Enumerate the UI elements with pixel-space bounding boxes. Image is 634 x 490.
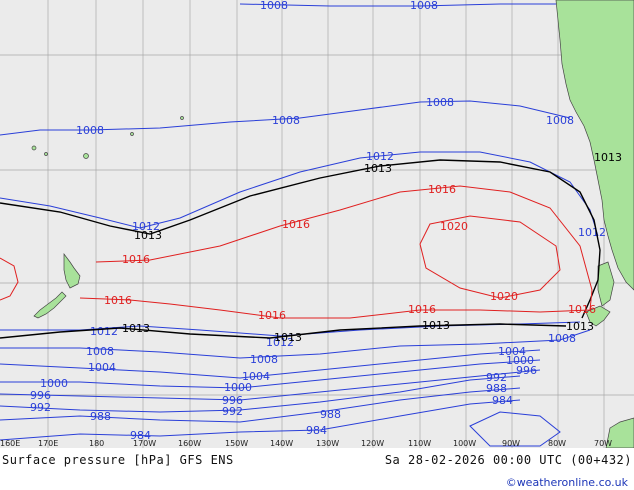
isobar-1000 [0, 359, 541, 389]
isobar-label: 1013 [122, 322, 150, 335]
isobar-label: 1013 [422, 319, 450, 332]
island-dot [44, 152, 48, 156]
isobar-label: 984 [492, 394, 513, 407]
isobar-label: 1012 [266, 336, 294, 349]
graticule [0, 0, 634, 448]
isobar-label: 1016 [408, 303, 436, 316]
lon-label: 120W [361, 439, 384, 448]
isobar-label: 1013 [594, 151, 622, 164]
isobar-label: 988 [320, 408, 341, 421]
isobar-984 [0, 399, 521, 441]
isobar-label: 1008 [260, 0, 288, 12]
island-dot [31, 145, 37, 151]
map-footer: Surface pressure [hPa] GFS ENS Sa 28-02-… [0, 448, 634, 490]
antarctic-peninsula-land [605, 417, 634, 448]
isobar-label: 988 [90, 410, 111, 423]
isobar-label: 1008 [410, 0, 438, 12]
isobar-1016 [79, 185, 593, 319]
pressure-map: 1008 1008 1008 1008 1008 1008 1012 1012 … [0, 0, 634, 448]
isobar-label: 1000 [224, 381, 252, 394]
south-chile-coast [597, 261, 615, 307]
isobar-988 [0, 387, 521, 423]
isobar-1020 [419, 215, 561, 299]
lon-label: 70W [594, 439, 612, 448]
isobar-label: 1016 [428, 183, 456, 196]
ocean-background [0, 0, 634, 448]
isobar-1013-lower [0, 323, 567, 339]
longitude-labels: 160E 170E 180 170W 160W 150W 140W 130W 1… [0, 439, 612, 448]
isobar-label: 992 [222, 405, 243, 418]
isobar-label: 1000 [506, 354, 534, 367]
isobar-label: 984 [306, 424, 327, 437]
forecast-datetime: Sa 28-02-2026 00:00 UTC (00+432) [384, 453, 632, 467]
land-masses [31, 0, 634, 448]
isobar-label: 1008 [250, 353, 278, 366]
isobar-label: 996 [222, 394, 243, 407]
isobar-label: 1008 [272, 114, 300, 127]
isobar-label: 1012 [366, 150, 394, 163]
isobar-label: 1020 [490, 290, 518, 303]
isobar-label: 988 [486, 382, 507, 395]
isobar-label: 1016 [122, 253, 150, 266]
lon-label: 130W [316, 439, 339, 448]
isobar-label: 1008 [546, 114, 574, 127]
lon-label: 100W [453, 439, 476, 448]
isobar-1004 [0, 349, 541, 379]
new-zealand-south-island [33, 291, 67, 319]
isobar-label: 1013 [566, 320, 594, 333]
isobar-label: 1016 [258, 309, 286, 322]
isobar-label: 992 [30, 401, 51, 414]
new-zealand-north-island [63, 252, 81, 289]
isobar-996 [0, 369, 541, 401]
credit-link[interactable]: ©weatheronline.co.uk [505, 476, 628, 489]
map-title: Surface pressure [hPa] GFS ENS [2, 453, 234, 467]
lon-label: 160W [178, 439, 201, 448]
south-america-land [555, 0, 634, 291]
lon-label: 170E [38, 439, 58, 448]
isobar-label: 1008 [86, 345, 114, 358]
lon-label: 110W [408, 439, 431, 448]
isobar-label: 1008 [426, 96, 454, 109]
isobar-1016-left [0, 257, 19, 301]
isobar-label: 1000 [40, 377, 68, 390]
isobar-label: 992 [486, 371, 507, 384]
isobar-1008-upper [0, 100, 571, 136]
isobar-label: 1012 [578, 226, 606, 239]
isobar-label: 1008 [76, 124, 104, 137]
isobar-1013-upper [0, 159, 601, 319]
island-dot [83, 153, 89, 159]
isobar-label: 1013 [274, 331, 302, 344]
island-dot [180, 116, 184, 120]
lon-label: 90W [502, 439, 520, 448]
isobar-label: 1013 [134, 229, 162, 242]
isobar-label: 1016 [104, 294, 132, 307]
isobar-984-low-loop [469, 411, 561, 447]
lon-label: 160E [0, 439, 20, 448]
island-dot [130, 132, 134, 136]
lon-label: 180 [89, 439, 104, 448]
isobar-label: 996 [30, 389, 51, 402]
isobar-label: 1004 [498, 345, 526, 358]
lon-label: 80W [548, 439, 566, 448]
isobar-label: 1016 [568, 303, 596, 316]
isobar-1012-upper [0, 151, 599, 237]
tierra-del-fuego-land [585, 305, 611, 327]
isobar-label: 1013 [364, 162, 392, 175]
isobar-label: 1016 [282, 218, 310, 231]
isobar-label: 1004 [88, 361, 116, 374]
isobar-label: 984 [130, 429, 151, 442]
isobar-1008-top [239, 3, 556, 7]
lon-label: 170W [133, 439, 156, 448]
isobar-1008-lower [0, 329, 591, 359]
isobar-label: 1012 [132, 220, 160, 233]
isobar-label: 996 [516, 364, 537, 377]
lon-label: 150W [225, 439, 248, 448]
lon-label: 140W [270, 439, 293, 448]
isobar-label: 1008 [548, 332, 576, 345]
isobar-label: 1020 [440, 220, 468, 233]
isobar-992 [0, 375, 521, 413]
isobar-label: 1004 [242, 370, 270, 383]
isobar-label: 1012 [90, 325, 118, 338]
